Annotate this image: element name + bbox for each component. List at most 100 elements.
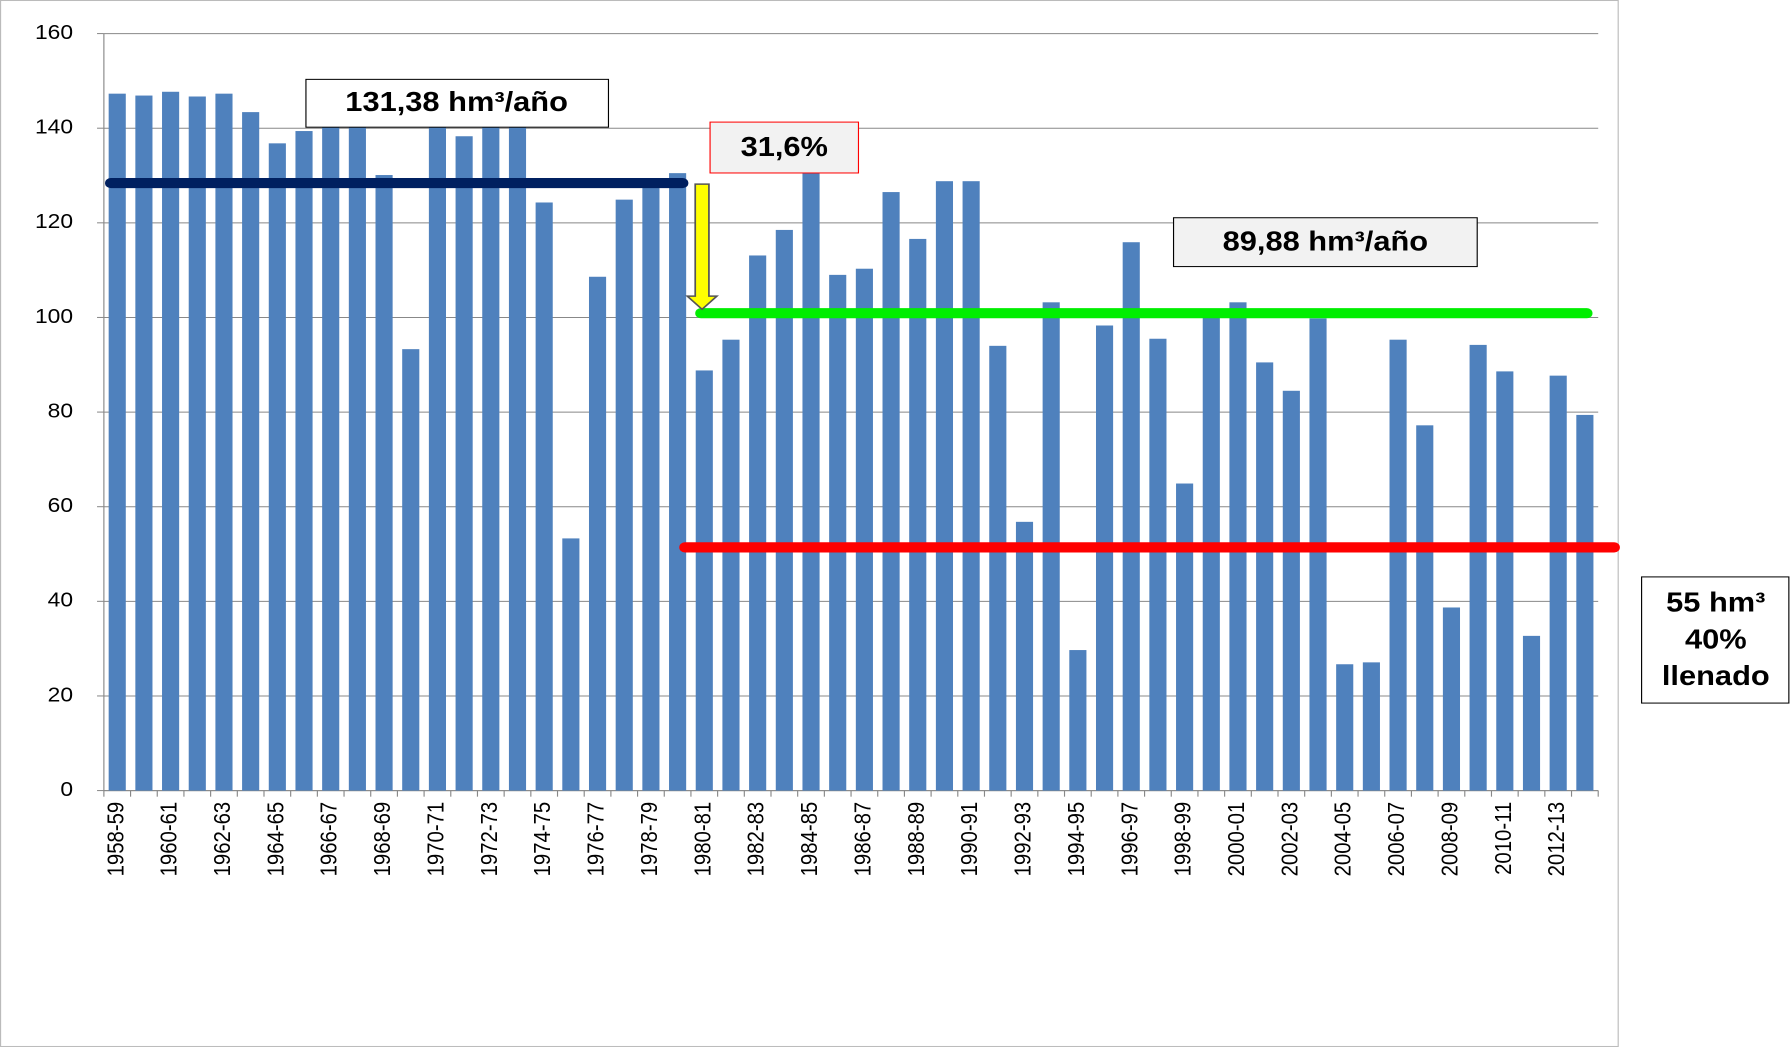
bar	[855, 268, 873, 791]
annotation-box	[305, 78, 610, 128]
bar	[1015, 521, 1034, 791]
annotation: 55 hm³	[1666, 588, 1766, 618]
bar	[642, 187, 660, 791]
x-tick-label: 1980-81	[689, 802, 715, 877]
y-tick-label: 0	[60, 777, 73, 801]
bar	[295, 131, 313, 791]
y-tick-label: 120	[35, 209, 73, 233]
y-tick-label: 40	[48, 588, 73, 612]
bar	[829, 274, 847, 791]
bar	[535, 202, 553, 791]
x-tick-label: 2004-05	[1330, 802, 1356, 877]
annotation-box	[709, 121, 860, 174]
x-tick-label: 1972-73	[476, 802, 502, 877]
bar	[775, 229, 793, 791]
reference-lines	[105, 177, 1620, 553]
bar	[882, 192, 900, 791]
y-tick-label: 160	[35, 20, 73, 44]
bar	[1256, 362, 1274, 791]
bar	[1549, 375, 1567, 791]
bar	[1469, 344, 1487, 791]
x-tick-label: 2002-03	[1276, 802, 1302, 877]
bar	[268, 143, 286, 791]
bar	[1202, 315, 1220, 791]
x-tick-label: 2012-13	[1543, 802, 1569, 877]
bar	[1122, 242, 1140, 791]
x-tick-label: 1992-93	[1009, 802, 1035, 877]
bar	[695, 370, 713, 791]
bar	[989, 345, 1007, 791]
x-tick-label: 1994-95	[1063, 802, 1089, 877]
bar	[215, 93, 233, 791]
bar	[108, 93, 126, 791]
bar	[508, 123, 527, 791]
bar	[1416, 425, 1434, 791]
annotation-box	[1641, 576, 1790, 704]
annotation: 131,38 hm³/año	[345, 88, 568, 118]
x-tick-label: 1964-65	[262, 802, 288, 877]
x-tick-label: 1982-83	[743, 802, 769, 877]
annotation: 40%	[1685, 625, 1747, 655]
bar	[562, 538, 580, 791]
x-tick-label: 1966-67	[316, 802, 342, 877]
bar	[1362, 662, 1380, 791]
bar	[1336, 664, 1354, 791]
bar	[322, 123, 340, 791]
x-tick-label: 2008-09	[1436, 802, 1462, 877]
bar	[669, 173, 687, 791]
x-tick-label: 2010-11	[1490, 802, 1516, 875]
bar	[428, 123, 447, 791]
bar	[348, 123, 366, 791]
bar	[1442, 607, 1461, 791]
bar	[1095, 325, 1114, 791]
bar	[749, 255, 767, 791]
bar	[615, 199, 633, 791]
y-tick-label: 80	[48, 399, 73, 423]
bar	[1069, 650, 1087, 791]
bars: 1958-59 1960-61 1962-63 1964-65 1966-67 1968-…	[102, 91, 1594, 877]
bar	[1522, 635, 1541, 791]
bar	[1149, 338, 1167, 791]
bar	[455, 136, 473, 791]
bar	[1389, 339, 1407, 791]
bar	[482, 122, 500, 791]
x-tick-label: 1990-91	[956, 802, 982, 877]
bar	[802, 159, 820, 791]
annotation: llenado	[1662, 661, 1770, 691]
bar	[402, 349, 420, 791]
bar	[162, 91, 180, 791]
annotation-box	[1172, 217, 1478, 268]
x-tick-label: 1978-79	[636, 802, 662, 877]
annotation: 31,6%	[741, 132, 828, 162]
x-tick-label: 2000-01	[1223, 802, 1249, 877]
y-tick-label: 140	[35, 115, 73, 139]
x-tick-label: 1986-87	[849, 802, 875, 877]
bar	[375, 175, 393, 791]
y-tick-label: 60	[48, 493, 73, 517]
y-tick-label: 100	[35, 304, 73, 328]
x-tick-label: 1958-59	[102, 802, 128, 877]
bar	[1309, 318, 1327, 791]
x-tick-label: 1976-77	[582, 802, 608, 877]
bar	[909, 238, 927, 791]
y-tick-label: 20	[48, 683, 73, 707]
bar	[242, 112, 260, 791]
x-tick-label: 2006-07	[1383, 802, 1409, 877]
bar	[1282, 390, 1300, 791]
x-tick-label: 1996-97	[1116, 802, 1142, 877]
bar	[588, 276, 607, 791]
bar	[962, 181, 980, 791]
annotation: 89,88 hm³/año	[1223, 227, 1429, 257]
x-tick-label: 1984-85	[796, 802, 822, 877]
x-tick-label: 1962-63	[209, 802, 235, 877]
bar	[1176, 483, 1194, 791]
x-tick-label: 1988-89	[903, 802, 929, 877]
bar	[935, 181, 954, 791]
x-tick-label: 1974-75	[529, 802, 555, 877]
bar	[1496, 371, 1514, 791]
x-tick-label: 1960-61	[156, 802, 182, 877]
x-tick-label: 1998-99	[1170, 802, 1196, 877]
bar	[1576, 414, 1594, 791]
bar	[188, 96, 206, 791]
